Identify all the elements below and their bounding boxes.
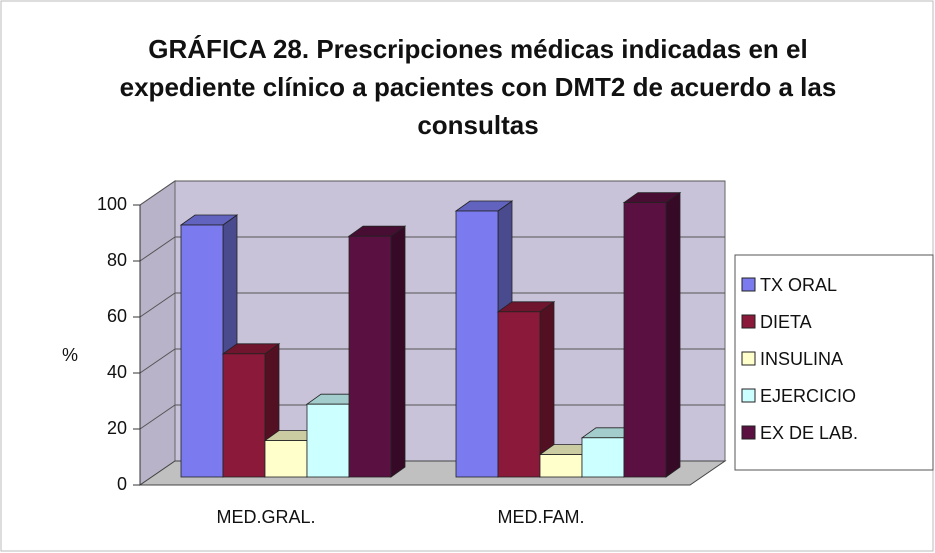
- bar: [222, 353, 266, 478]
- chart-title: GRÁFICA 28. Prescripciones médicas indic…: [119, 34, 837, 140]
- grid-line: [139, 180, 725, 206]
- legend-label: EJERCICIO: [760, 386, 856, 406]
- legend-label: EX DE LAB.: [760, 423, 858, 443]
- y-tick-label: 80: [107, 250, 127, 270]
- bar-side: [665, 191, 681, 478]
- x-tick-label: MED.GRAL.: [216, 507, 315, 527]
- legend-label: INSULINA: [760, 349, 843, 369]
- bar: [180, 224, 224, 478]
- y-tick-label: 100: [97, 194, 127, 214]
- legend-label: DIETA: [760, 312, 812, 332]
- y-tick-label: 40: [107, 362, 127, 382]
- y-axis-label: %: [62, 345, 78, 365]
- bar: [539, 454, 583, 478]
- legend-swatch: [741, 314, 756, 329]
- bar: [581, 437, 625, 478]
- legend-label: TX ORAL: [760, 275, 837, 295]
- y-tick-label: 20: [107, 418, 127, 438]
- bar: [497, 311, 541, 478]
- legend-swatch: [741, 425, 756, 440]
- y-tick-label: 60: [107, 306, 127, 326]
- grid-line: [139, 292, 725, 318]
- legend-swatch: [741, 351, 756, 366]
- bar: [348, 235, 392, 478]
- legend-swatch: [741, 388, 756, 403]
- bar-side: [390, 225, 406, 478]
- y-tick-label: 0: [117, 474, 127, 494]
- x-tick-label: MED.FAM.: [497, 507, 584, 527]
- bar: [455, 210, 499, 478]
- bar: [306, 403, 350, 478]
- side-wall: [139, 180, 176, 486]
- grid-line: [139, 236, 725, 262]
- legend-box: [734, 254, 934, 471]
- legend-swatch: [741, 277, 756, 292]
- bar: [623, 202, 667, 478]
- bar: [264, 440, 308, 478]
